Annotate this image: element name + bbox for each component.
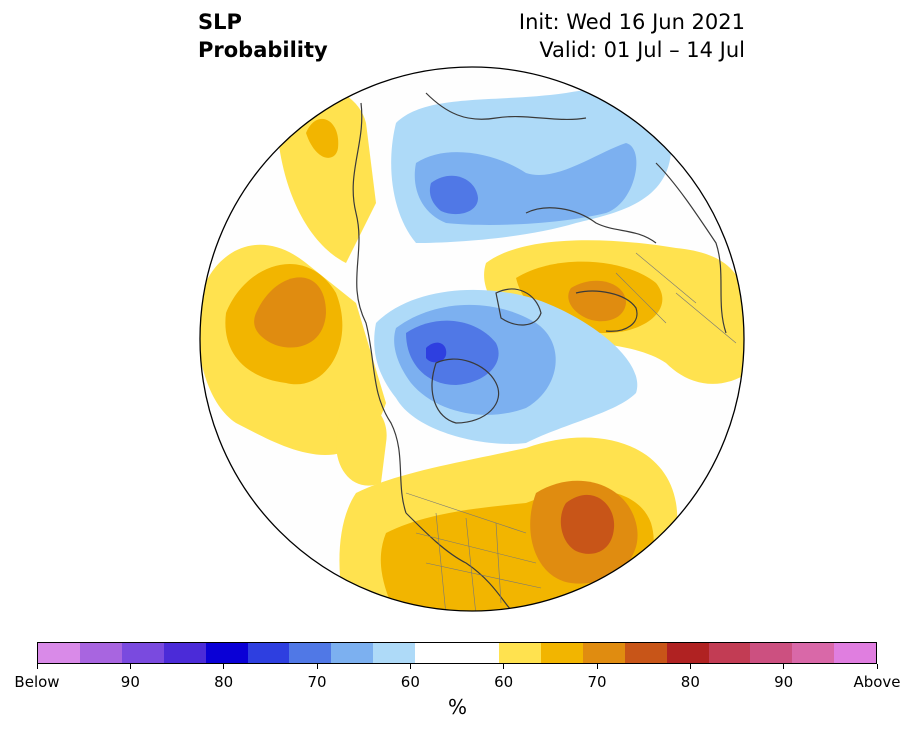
colorbar-units: % [447, 695, 467, 719]
colorbar-segment [666, 643, 709, 663]
colorbar-segment [247, 643, 290, 663]
colorbar-segment [121, 643, 164, 663]
map-title-left: SLP Probability [198, 8, 328, 64]
colorbar-segment [792, 643, 835, 663]
colorbar-labels: Below 90 80 70 60 60 70 80 90 Above [14, 673, 900, 693]
colorbar-tick-label: 70 [587, 673, 607, 691]
colorbar-ticks [36, 664, 878, 670]
title-type: Probability [198, 38, 328, 62]
colorbar-tick-label: 70 [307, 673, 327, 691]
colorbar-segment [498, 643, 541, 663]
colorbar-tick [316, 664, 318, 669]
colorbar-tick [876, 664, 878, 669]
anomaly-pacific-above [200, 85, 387, 486]
colorbar-segment [331, 643, 374, 663]
colorbar-segment [540, 643, 583, 663]
colorbar-tick [36, 664, 38, 669]
colorbar-segment [289, 643, 332, 663]
colorbar-tick-label: 80 [214, 673, 234, 691]
colorbar-segment [834, 643, 877, 663]
colorbar-tick [596, 664, 598, 669]
political-borders [405, 252, 737, 611]
colorbar-tick-label: 60 [494, 673, 514, 691]
colorbar-segment [415, 643, 458, 663]
anomaly-siberia-below [391, 89, 671, 243]
map-svg [199, 66, 745, 612]
colorbar-segment [750, 643, 793, 663]
colorbar-tick-label: 60 [400, 673, 420, 691]
colorbar-segment [582, 643, 625, 663]
anomaly-atlantic-above [339, 437, 678, 611]
colorbar-tick-label: Below [14, 673, 60, 691]
map-title-right: Init: Wed 16 Jun 2021 Valid: 01 Jul – 14… [519, 8, 745, 64]
coastlines [352, 92, 727, 611]
colorbar-tick-label: 90 [774, 673, 794, 691]
valid-range: Valid: 01 Jul – 14 Jul [539, 38, 745, 62]
colorbar-segment [163, 643, 206, 663]
colorbar-segment [205, 643, 248, 663]
colorbar-tick [129, 664, 131, 669]
colorbar-segment [457, 643, 499, 663]
colorbar-tick [223, 664, 225, 669]
colorbar-tick-label: 90 [120, 673, 140, 691]
init-date: Init: Wed 16 Jun 2021 [518, 10, 745, 34]
colorbar-tick [503, 664, 505, 669]
colorbar-segment [708, 643, 751, 663]
colorbar-segment [624, 643, 667, 663]
colorbar-segment [373, 643, 416, 663]
colorbar [37, 642, 877, 664]
colorbar-tick-label: 80 [680, 673, 700, 691]
anomaly-arctic-below [374, 289, 638, 444]
colorbar-tick-label: Above [853, 673, 901, 691]
map-border [199, 66, 745, 612]
title-variable: SLP [198, 10, 242, 34]
colorbar-tick [783, 664, 785, 669]
colorbar-segment [79, 643, 122, 663]
colorbar-tick [689, 664, 691, 669]
colorbar-tick [409, 664, 411, 669]
polar-map [196, 63, 748, 615]
colorbar-segment [38, 643, 80, 663]
